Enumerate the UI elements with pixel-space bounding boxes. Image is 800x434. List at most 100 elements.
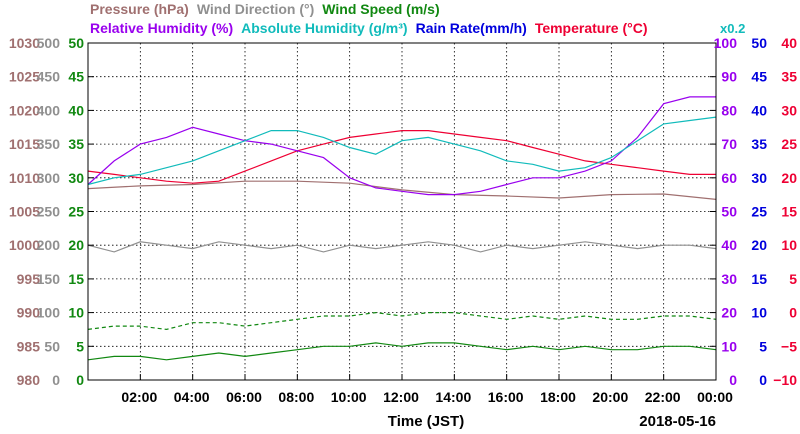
y-tick-label: 25 (751, 204, 767, 220)
y-tick-label: 20 (751, 237, 767, 253)
y-tick-label: 60 (721, 170, 737, 186)
y-tick-label: 20 (721, 305, 737, 321)
x-tick-label: 18:00 (540, 389, 576, 405)
x-tick-label: 08:00 (278, 389, 314, 405)
legend-entry: Wind Direction (°) (197, 1, 314, 17)
y-tick-label: 10 (721, 338, 737, 354)
y-tick-label: 995 (17, 271, 41, 287)
y-tick-label: 990 (17, 305, 41, 321)
x-tick-label: 04:00 (174, 389, 210, 405)
y-tick-label: 30 (721, 271, 737, 287)
y-tick-label: 300 (37, 170, 61, 186)
x-tick-label: 06:00 (226, 389, 262, 405)
y-tick-label: 1010 (9, 170, 40, 186)
y-tick-label: 45 (751, 69, 767, 85)
x-tick-label: 20:00 (592, 389, 628, 405)
y-tick-label: 50 (44, 338, 60, 354)
scale-note: x0.2 (720, 21, 745, 36)
x-tick-label: 02:00 (121, 389, 157, 405)
legend-entry: Wind Speed (m/s) (322, 1, 439, 17)
y-tick-label: 50 (68, 35, 84, 51)
legend-entry: Temperature (°C) (535, 20, 648, 36)
x-tick-label: 14:00 (435, 389, 471, 405)
y-tick-label: 25 (68, 204, 84, 220)
y-tick-label: 50 (721, 204, 737, 220)
y-tick-label: 0 (52, 372, 60, 388)
y-tick-label: 1030 (9, 35, 40, 51)
x-tick-label: 16:00 (488, 389, 524, 405)
y-tick-label: 0 (789, 305, 797, 321)
y-tick-label: 50 (751, 35, 767, 51)
y-tick-label: 25 (781, 136, 797, 152)
y-tick-label: 20 (781, 170, 797, 186)
series-line (87, 96, 716, 196)
y-tick-label: 450 (37, 69, 61, 85)
legend-entry: Pressure (hPa) (90, 1, 189, 17)
legend-entry: Absolute Humidity (g/m³) (241, 20, 407, 36)
y-tick-label: 985 (17, 338, 41, 354)
y-tick-label: 40 (781, 35, 797, 51)
y-tick-label: 100 (37, 305, 61, 321)
series-line (87, 311, 717, 331)
y-tick-label: 1005 (9, 204, 40, 220)
y-tick-label: 1000 (9, 237, 40, 253)
y-tick-label: 30 (751, 170, 767, 186)
legend-entry: Relative Humidity (%) (90, 20, 233, 36)
y-tick-label: 100 (714, 35, 738, 51)
y-tick-label: 35 (751, 136, 767, 152)
y-tick-label: 0 (729, 372, 737, 388)
series-line (87, 130, 716, 184)
series-layer (87, 96, 717, 361)
series-line (87, 116, 717, 186)
y-tick-label: 980 (17, 372, 41, 388)
y-tick-label: 10 (68, 305, 84, 321)
y-tick-label: 35 (68, 136, 84, 152)
x-tick-label: 12:00 (383, 389, 419, 405)
y-tick-label: 90 (721, 69, 737, 85)
y-tick-label: −10 (773, 372, 797, 388)
y-tick-label: 80 (721, 102, 737, 118)
y-tick-label: 40 (721, 237, 737, 253)
x-axis-label: Time (JST) (388, 413, 464, 430)
series-line (87, 342, 717, 361)
y-tick-label: 0 (759, 372, 767, 388)
y-tick-label: 500 (37, 35, 61, 51)
y-tick-label: 15 (68, 271, 84, 287)
y-tick-label: 35 (781, 69, 797, 85)
y-tick-label: 5 (789, 271, 797, 287)
x-axis: 02:00 04:00 06:00 08:00 10:00 12:00 14:00 16:00… (121, 374, 733, 430)
y-tick-label: 70 (721, 136, 737, 152)
chart-date: 2018-05-16 (639, 413, 716, 430)
legend-entry: Rain Rate(mm/h) (416, 20, 527, 36)
y-tick-label: 5 (76, 338, 84, 354)
y-tick-label: 250 (37, 204, 61, 220)
series-line (87, 180, 717, 200)
y-tick-label: 400 (37, 102, 61, 118)
y-tick-label: 10 (781, 237, 797, 253)
y-tick-label: 15 (781, 204, 797, 220)
x-tick-label: 22:00 (645, 389, 681, 405)
y-tick-label: 350 (37, 136, 61, 152)
y-tick-label: 45 (68, 69, 84, 85)
grid (88, 43, 716, 380)
y-tick-label: 30 (781, 102, 797, 118)
y-tick-label: 1025 (9, 69, 40, 85)
y-tick-label: 10 (751, 305, 767, 321)
y-tick-label: 5 (759, 338, 767, 354)
x-tick-label: 10:00 (331, 389, 367, 405)
y-tick-label: 0 (76, 372, 84, 388)
y-tick-label: −5 (781, 338, 797, 354)
axes: 9809859909951000100510101015102010251030… (9, 35, 797, 388)
y-tick-label: 20 (68, 237, 84, 253)
y-tick-label: 1015 (9, 136, 40, 152)
y-tick-label: 200 (37, 237, 61, 253)
y-tick-label: 40 (68, 102, 84, 118)
legend: Pressure (hPa) Wind Direction (°) Wind Spe… (90, 1, 745, 36)
y-tick-label: 1020 (9, 102, 40, 118)
x-tick-label: 00:00 (697, 389, 733, 405)
y-tick-label: 40 (751, 102, 767, 118)
y-tick-label: 30 (68, 170, 84, 186)
series-line (87, 241, 717, 253)
y-tick-label: 15 (751, 271, 767, 287)
